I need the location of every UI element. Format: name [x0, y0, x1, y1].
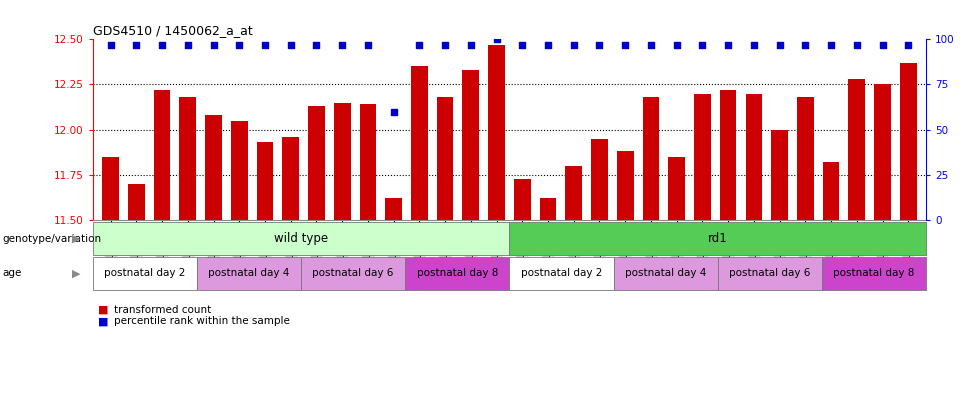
- Point: [669, 42, 684, 48]
- Point: [772, 42, 788, 48]
- Bar: [509, 257, 613, 290]
- Bar: [746, 94, 762, 220]
- Bar: [643, 97, 659, 220]
- Point: [257, 42, 273, 48]
- Bar: [617, 151, 634, 220]
- Point: [617, 42, 633, 48]
- Bar: [566, 166, 582, 220]
- Text: age: age: [2, 268, 21, 278]
- Point: [515, 42, 530, 48]
- Point: [875, 42, 890, 48]
- Text: ▶: ▶: [72, 268, 81, 278]
- Bar: [102, 157, 119, 220]
- Bar: [205, 115, 222, 220]
- Bar: [411, 66, 428, 220]
- Text: transformed count: transformed count: [114, 305, 212, 315]
- Bar: [93, 222, 509, 255]
- Text: ▶: ▶: [72, 234, 81, 244]
- Point: [592, 42, 607, 48]
- Point: [411, 42, 427, 48]
- Bar: [771, 130, 788, 220]
- Bar: [437, 97, 453, 220]
- Text: ■: ■: [98, 305, 108, 315]
- Bar: [797, 97, 814, 220]
- Text: postnatal day 6: postnatal day 6: [729, 268, 810, 278]
- Text: postnatal day 8: postnatal day 8: [834, 268, 915, 278]
- Bar: [822, 257, 926, 290]
- Point: [694, 42, 710, 48]
- Text: rd1: rd1: [708, 232, 727, 245]
- Bar: [179, 97, 196, 220]
- Point: [129, 42, 144, 48]
- Bar: [488, 45, 505, 220]
- Point: [849, 42, 865, 48]
- Text: genotype/variation: genotype/variation: [2, 234, 101, 244]
- Point: [540, 42, 556, 48]
- Point: [309, 42, 325, 48]
- Bar: [613, 257, 718, 290]
- Point: [644, 42, 659, 48]
- Text: postnatal day 2: postnatal day 2: [521, 268, 603, 278]
- Point: [386, 108, 402, 115]
- Bar: [283, 137, 299, 220]
- Point: [438, 42, 453, 48]
- Point: [102, 42, 118, 48]
- Bar: [154, 90, 171, 220]
- Bar: [462, 70, 479, 220]
- Bar: [406, 257, 509, 290]
- Text: percentile rank within the sample: percentile rank within the sample: [114, 316, 290, 327]
- Text: postnatal day 6: postnatal day 6: [312, 268, 394, 278]
- Bar: [360, 105, 376, 220]
- Bar: [718, 257, 822, 290]
- Bar: [509, 222, 926, 255]
- Point: [206, 42, 221, 48]
- Bar: [848, 79, 865, 220]
- Bar: [540, 198, 557, 220]
- Bar: [823, 162, 839, 220]
- Bar: [514, 178, 530, 220]
- Bar: [93, 257, 197, 290]
- Point: [360, 42, 375, 48]
- Bar: [694, 94, 711, 220]
- Bar: [197, 257, 301, 290]
- Point: [154, 42, 170, 48]
- Point: [721, 42, 736, 48]
- Text: ■: ■: [98, 316, 108, 327]
- Bar: [591, 139, 607, 220]
- Bar: [875, 84, 891, 220]
- Point: [901, 42, 916, 48]
- Text: postnatal day 8: postnatal day 8: [416, 268, 498, 278]
- Point: [798, 42, 813, 48]
- Point: [746, 42, 761, 48]
- Point: [488, 36, 504, 42]
- Point: [566, 42, 581, 48]
- Point: [334, 42, 350, 48]
- Bar: [668, 157, 685, 220]
- Bar: [231, 121, 248, 220]
- Text: postnatal day 4: postnatal day 4: [625, 268, 707, 278]
- Bar: [256, 142, 273, 220]
- Point: [823, 42, 838, 48]
- Bar: [301, 257, 406, 290]
- Point: [180, 42, 196, 48]
- Bar: [333, 103, 351, 220]
- Point: [463, 42, 479, 48]
- Bar: [128, 184, 144, 220]
- Point: [231, 42, 247, 48]
- Bar: [720, 90, 736, 220]
- Bar: [900, 63, 916, 220]
- Text: GDS4510 / 1450062_a_at: GDS4510 / 1450062_a_at: [93, 24, 253, 37]
- Point: [283, 42, 298, 48]
- Bar: [308, 106, 325, 220]
- Bar: [385, 198, 402, 220]
- Text: wild type: wild type: [274, 232, 329, 245]
- Text: postnatal day 2: postnatal day 2: [104, 268, 185, 278]
- Text: postnatal day 4: postnatal day 4: [209, 268, 290, 278]
